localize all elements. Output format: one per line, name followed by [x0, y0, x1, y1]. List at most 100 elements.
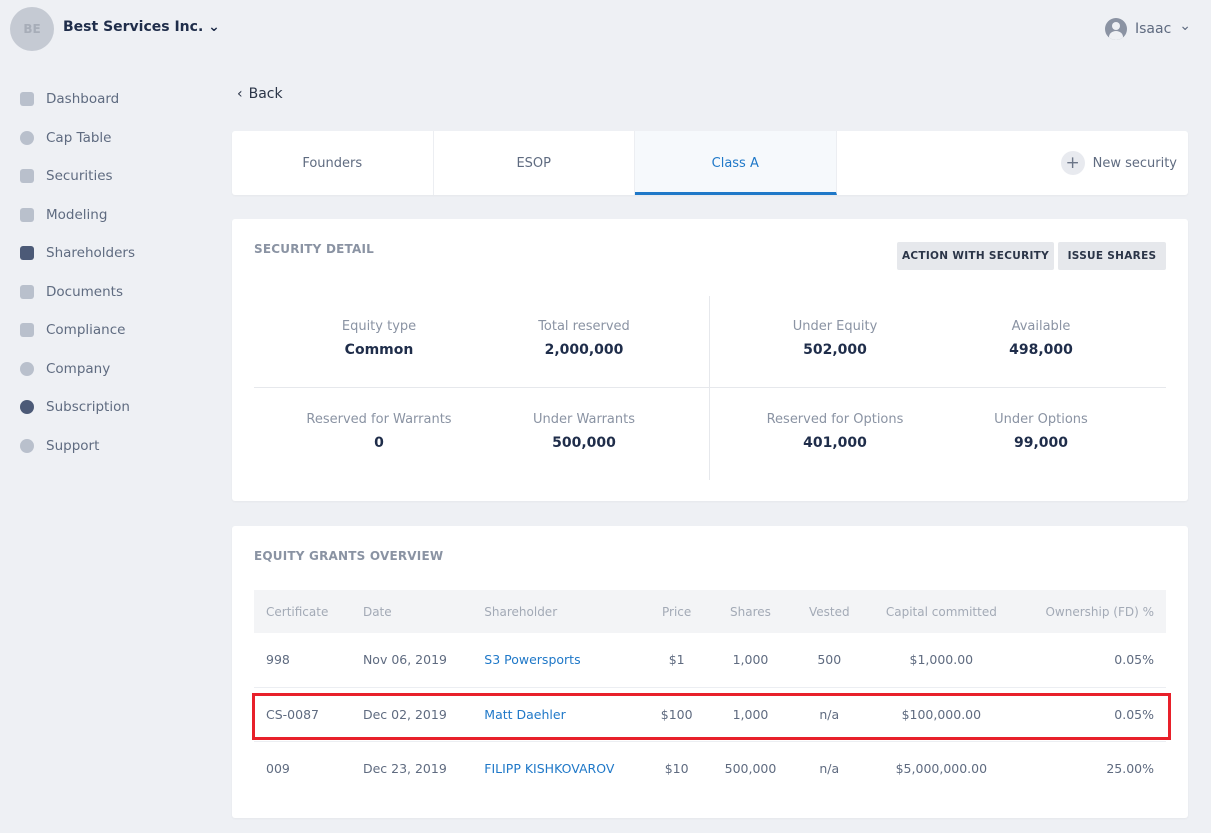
shareholder-link[interactable]: FILIPP KISHKOVAROV: [484, 760, 615, 776]
company-switcher[interactable]: Best Services Inc. ⌄: [63, 19, 220, 35]
column-header[interactable]: Capital committed: [865, 590, 1018, 633]
sidebar-item-label: Support: [46, 437, 100, 454]
sidebar-item-cap-table[interactable]: Cap Table: [20, 119, 135, 158]
table-cell: Nov 06, 2019: [350, 633, 473, 688]
issue-shares-button[interactable]: ISSUE SHARES: [1058, 242, 1166, 270]
pie-chart-icon: [20, 130, 34, 145]
stat-label: Available: [1011, 319, 1071, 334]
sidebar-item-documents[interactable]: Documents: [20, 273, 135, 312]
table-cell: 0.05%: [1017, 687, 1166, 742]
sidebar-item-label: Cap Table: [46, 129, 112, 146]
table-cell: $1: [645, 633, 708, 688]
company-avatar[interactable]: BE: [10, 7, 54, 51]
sidebar-item-compliance[interactable]: Compliance: [20, 311, 135, 350]
table-row[interactable]: CS-0087 Dec 02, 2019 Matt Daehler $100 1,000…: [254, 687, 1166, 742]
column-header[interactable]: Certificate: [254, 590, 351, 633]
tab-esop[interactable]: ESOP: [434, 131, 635, 195]
user-icon: [1104, 18, 1127, 40]
divider: [254, 387, 1166, 388]
company-name: Best Services Inc.: [63, 19, 204, 35]
table-cell: 500,000: [724, 760, 777, 776]
sidebar-item-label: Securities: [46, 168, 113, 185]
table-cell: CS-0087: [254, 687, 351, 742]
stat-under-equity: Under Equity 502,000: [735, 319, 935, 358]
user-menu[interactable]: Isaac ⌄: [1104, 18, 1191, 40]
table-cell: 1,000: [708, 633, 793, 688]
sidebar-item-dashboard[interactable]: Dashboard: [20, 80, 135, 119]
column-header[interactable]: Ownership (FD) %: [1017, 590, 1166, 633]
section-title: SECURITY DETAIL: [254, 242, 374, 256]
back-link[interactable]: ‹ Back: [237, 86, 283, 102]
table-row[interactable]: 998 Nov 06, 2019 S3 Powersports $1 1,000 500 $…: [254, 633, 1166, 688]
column-header[interactable]: Shares: [708, 590, 793, 633]
shareholder-link[interactable]: Matt Daehler: [472, 687, 646, 742]
table-cell: 25.00%: [1106, 760, 1154, 776]
shareholder-link[interactable]: S3 Powersports: [472, 633, 646, 688]
stat-value: 500,000: [552, 435, 616, 451]
table-cell: 1,000: [708, 687, 793, 742]
sidebar-item-securities[interactable]: Securities: [20, 157, 135, 196]
column-header[interactable]: Price: [645, 590, 708, 633]
sidebar-item-support[interactable]: Support: [20, 427, 135, 466]
action-with-security-button[interactable]: ACTION WITH SECURITY: [897, 242, 1054, 270]
table-row[interactable]: 009 Dec 23, 2019 FILIPP KISHKOVAROV $10 500,…: [254, 741, 1166, 795]
stat-label: Under Options: [994, 412, 1088, 427]
highlight-box: [252, 693, 1171, 740]
table-cell: 0.05%: [1017, 633, 1166, 688]
equity-grants-card: EQUITY GRANTS OVERVIEW Certificate Date Sh…: [232, 526, 1188, 818]
document-check-icon: [20, 323, 34, 338]
table-cell: Dec 02, 2019: [350, 687, 473, 742]
sidebar-item-label: Compliance: [46, 322, 126, 339]
tab-founders[interactable]: Founders: [232, 131, 434, 195]
sidebar-item-label: Dashboard: [46, 91, 120, 108]
table-cell: 998: [254, 633, 351, 688]
stat-value: Common: [344, 342, 414, 358]
sidebar-item-label: Modeling: [46, 206, 108, 223]
stat-label: Under Warrants: [532, 412, 635, 427]
security-tabs: Founders ESOP Class A + New security: [232, 131, 1188, 195]
security-detail-card: SECURITY DETAIL ACTION WITH SECURITY ISS…: [232, 219, 1188, 501]
sidebar-item-subscription[interactable]: Subscription: [20, 388, 135, 427]
dollar-icon: [20, 400, 34, 415]
sidebar-item-label: Subscription: [46, 399, 130, 416]
stat-value: 2,000,000: [544, 342, 624, 358]
chevron-down-icon: ⌄: [1179, 18, 1191, 34]
stat-under-options: Under Options 99,000: [941, 412, 1141, 451]
stat-value: 401,000: [803, 435, 867, 451]
stat-label: Reserved for Options: [766, 412, 904, 427]
column-header[interactable]: Date: [350, 590, 473, 633]
table-cell: $5,000,000.00: [895, 760, 988, 776]
company-icon: [20, 361, 34, 376]
tab-class-a[interactable]: Class A: [635, 131, 837, 195]
stat-label: Total reserved: [538, 319, 630, 334]
chevron-down-icon: ⌄: [208, 19, 220, 35]
table-cell: $100,000.00: [865, 687, 1018, 742]
table-cell: $100: [645, 687, 708, 742]
chevron-left-icon: ‹: [237, 86, 243, 102]
stat-value: 0: [374, 435, 384, 451]
stat-reserved-for-warrants: Reserved for Warrants 0: [279, 412, 479, 451]
stat-total-reserved: Total reserved 2,000,000: [484, 319, 684, 358]
stat-value: 498,000: [1009, 342, 1073, 358]
stat-reserved-for-options: Reserved for Options 401,000: [735, 412, 935, 451]
stat-available: Available 498,000: [941, 319, 1141, 358]
divider: [709, 296, 710, 480]
column-header[interactable]: Shareholder: [472, 590, 646, 633]
folder-lock-icon: [20, 284, 34, 299]
plus-icon: +: [1060, 151, 1085, 175]
column-header[interactable]: Vested: [793, 590, 866, 633]
stat-label: Equity type: [341, 319, 417, 334]
dashboard-icon: [20, 92, 34, 107]
table-cell: 009: [266, 760, 290, 776]
grants-table: Certificate Date Shareholder Price Shares Ves…: [254, 590, 1166, 795]
sidebar-item-modeling[interactable]: Modeling: [20, 196, 135, 235]
sidebar-item-company[interactable]: Company: [20, 350, 135, 389]
stat-equity-type: Equity type Common: [279, 319, 479, 358]
new-security-label: New security: [1092, 155, 1177, 171]
stat-under-warrants: Under Warrants 500,000: [484, 412, 684, 451]
sidebar-item-label: Documents: [46, 283, 123, 300]
lightbulb-icon: [20, 207, 34, 222]
new-security-button[interactable]: + New security: [1060, 151, 1177, 175]
sidebar-item-shareholders[interactable]: Shareholders: [20, 234, 135, 273]
clipboard-icon: [20, 169, 34, 184]
